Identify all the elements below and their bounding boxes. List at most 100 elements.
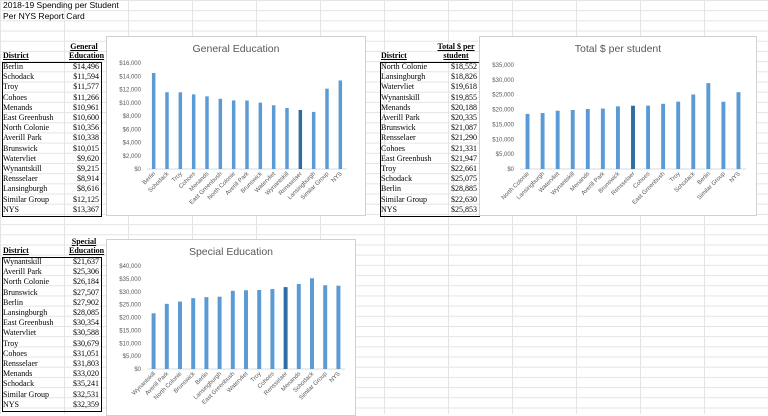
- bar-menands[interactable]: [585, 109, 590, 169]
- value-cell[interactable]: $10,356: [73, 123, 99, 133]
- district-cell[interactable]: Rensselaer: [3, 359, 38, 368]
- table-row[interactable]: North Colonie $18,552: [381, 62, 479, 72]
- district-cell[interactable]: Watervliet: [3, 328, 37, 338]
- bar-berlin[interactable]: [151, 72, 156, 169]
- value-cell[interactable]: $10,600: [73, 113, 99, 122]
- bar-east-greenbush[interactable]: [230, 290, 235, 369]
- bar-lansingburgh[interactable]: [540, 113, 545, 169]
- bar-troy[interactable]: [676, 101, 681, 169]
- bar-watervliet[interactable]: [244, 290, 248, 369]
- table-row[interactable]: Troy $22,661: [381, 164, 479, 174]
- bar-rensselaer[interactable]: [631, 105, 635, 169]
- value-cell[interactable]: $21,947: [451, 153, 477, 163]
- bar-averill-park[interactable]: [600, 108, 605, 169]
- table-row[interactable]: Rensselaer $21,290: [381, 133, 479, 143]
- bar-cohoes[interactable]: [270, 289, 275, 369]
- district-cell[interactable]: North Colonie: [381, 62, 427, 71]
- value-cell[interactable]: $27,902: [73, 297, 99, 307]
- value-cell[interactable]: $26,184: [73, 277, 99, 287]
- table-row[interactable]: Cohoes $31,051: [3, 349, 101, 359]
- value-cell[interactable]: $13,367: [73, 204, 99, 214]
- table-row[interactable]: Lansingburgh $18,826: [381, 72, 479, 82]
- table-row[interactable]: Similar Group $12,125: [3, 195, 101, 205]
- bar-rensselaer[interactable]: [283, 287, 288, 369]
- value-cell[interactable]: $10,961: [73, 102, 99, 112]
- district-cell[interactable]: Similar Group: [381, 194, 427, 204]
- bar-lansingburgh[interactable]: [217, 296, 222, 369]
- district-cell[interactable]: Berlin: [3, 62, 23, 71]
- table-row[interactable]: East Greenbush $21,947: [381, 154, 479, 164]
- district-cell[interactable]: Troy: [381, 164, 397, 173]
- value-cell[interactable]: $32,359: [73, 399, 99, 409]
- district-cell[interactable]: Wynantskill: [381, 92, 420, 102]
- district-cell[interactable]: Menands: [3, 102, 33, 112]
- general-education-chart[interactable]: General Education $0 $2,000 $4,000 $6,000 $8,…: [106, 36, 366, 216]
- value-cell[interactable]: $21,290: [451, 133, 477, 143]
- table-row[interactable]: Wynantskill $9,215: [3, 164, 101, 174]
- table-row[interactable]: Averill Park $20,335: [381, 113, 479, 123]
- district-cell[interactable]: North Colonie: [3, 277, 49, 287]
- value-cell[interactable]: $35,241: [73, 379, 99, 389]
- table-row[interactable]: Rensselaer $8,914: [3, 174, 101, 184]
- value-cell[interactable]: $11,266: [73, 92, 99, 102]
- value-cell[interactable]: $31,803: [73, 359, 99, 368]
- bar-schodack[interactable]: [310, 278, 314, 369]
- value-cell[interactable]: $21,637: [73, 257, 99, 266]
- value-cell[interactable]: $27,507: [73, 287, 99, 297]
- district-cell[interactable]: Schodack: [3, 72, 35, 82]
- district-cell[interactable]: Cohoes: [381, 143, 405, 153]
- value-cell[interactable]: $33,020: [73, 369, 99, 379]
- bar-wynantskill[interactable]: [285, 107, 289, 169]
- bar-schodack[interactable]: [691, 94, 696, 169]
- bar-menands[interactable]: [205, 96, 209, 169]
- value-cell[interactable]: $25,853: [451, 204, 477, 214]
- district-cell[interactable]: Cohoes: [3, 92, 27, 102]
- district-cell[interactable]: Lansingburgh: [3, 184, 48, 194]
- bar-similar-group[interactable]: [325, 88, 329, 169]
- district-cell[interactable]: Berlin: [381, 184, 401, 194]
- bar-averill-park[interactable]: [245, 100, 249, 169]
- value-cell[interactable]: $25,306: [73, 267, 99, 277]
- bar-berlin[interactable]: [204, 297, 209, 369]
- district-cell[interactable]: East Greenbush: [3, 113, 54, 122]
- district-cell[interactable]: Schodack: [381, 174, 413, 184]
- value-cell[interactable]: $28,885: [451, 184, 477, 194]
- table-row[interactable]: North Colonie $26,184: [3, 277, 101, 287]
- bar-cohoes[interactable]: [646, 105, 651, 169]
- table-row[interactable]: Averill Park $25,306: [3, 267, 101, 277]
- district-cell[interactable]: Rensselaer: [381, 133, 416, 143]
- bar-rensselaer[interactable]: [298, 109, 303, 169]
- table-row[interactable]: Schodack $35,241: [3, 379, 101, 389]
- district-cell[interactable]: Averill Park: [3, 267, 42, 277]
- table-row[interactable]: NYS $13,367: [3, 205, 101, 215]
- value-cell[interactable]: $21,087: [451, 123, 477, 133]
- value-cell[interactable]: $19,618: [451, 82, 477, 92]
- table-row[interactable]: Lansingburgh $8,616: [3, 184, 101, 194]
- table-row[interactable]: East Greenbush $30,354: [3, 318, 101, 328]
- value-cell[interactable]: $18,826: [451, 72, 477, 82]
- district-cell[interactable]: East Greenbush: [381, 153, 432, 163]
- value-cell[interactable]: $10,338: [73, 133, 99, 143]
- table-row[interactable]: Wynantskill $19,855: [381, 93, 479, 103]
- value-cell[interactable]: $14,496: [73, 62, 99, 71]
- table-row[interactable]: Rensselaer $31,803: [3, 359, 101, 369]
- table-row[interactable]: Troy $30,679: [3, 339, 101, 349]
- district-cell[interactable]: Brunswick: [3, 287, 38, 297]
- bar-lansingburgh[interactable]: [311, 111, 316, 169]
- table-row[interactable]: Berlin $27,902: [3, 298, 101, 308]
- district-cell[interactable]: Berlin: [3, 297, 23, 307]
- bar-cohoes[interactable]: [191, 94, 196, 169]
- bar-north-colonie[interactable]: [525, 113, 530, 169]
- district-cell[interactable]: Averill Park: [3, 133, 42, 143]
- table-row[interactable]: NYS $25,853: [381, 205, 479, 215]
- table-row[interactable]: Watervliet $19,618: [381, 82, 479, 92]
- district-cell[interactable]: Menands: [381, 102, 411, 112]
- district-cell[interactable]: Similar Group: [3, 194, 49, 204]
- district-cell[interactable]: Brunswick: [3, 143, 38, 153]
- value-cell[interactable]: $11,594: [73, 72, 99, 82]
- table-row[interactable]: Watervliet $9,620: [3, 154, 101, 164]
- bar-menands[interactable]: [296, 283, 301, 369]
- bar-wynantskill[interactable]: [570, 110, 575, 169]
- value-cell[interactable]: $30,679: [73, 338, 99, 348]
- table-row[interactable]: Menands $33,020: [3, 369, 101, 379]
